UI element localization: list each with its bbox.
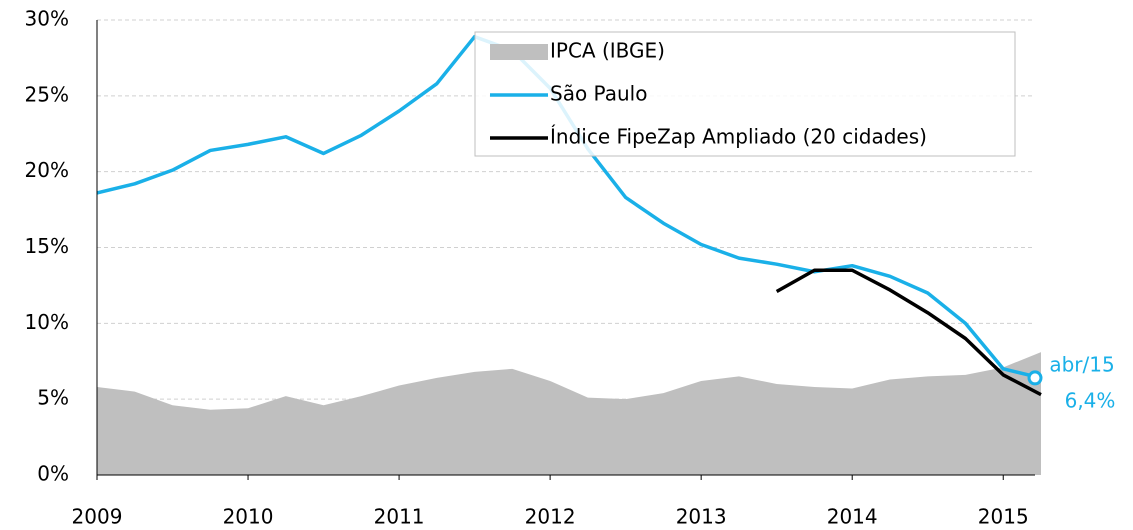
legend-swatch <box>490 44 548 60</box>
annotation: abr/15 <box>1049 353 1114 377</box>
y-tick-label: 10% <box>25 310 69 334</box>
y-tick-label: 20% <box>25 158 69 182</box>
x-tick-label: 2010 <box>223 505 274 529</box>
y-tick-label: 0% <box>37 462 69 486</box>
y-tick-label: 25% <box>25 82 69 106</box>
y-tick-label: 30% <box>25 7 69 31</box>
x-tick-label: 2013 <box>676 505 727 529</box>
x-tick-label: 2011 <box>374 505 425 529</box>
y-tick-label: 5% <box>37 386 69 410</box>
area <box>97 352 1041 475</box>
x-tick-label: 2009 <box>72 505 123 529</box>
x-tick-label: 2015 <box>978 505 1029 529</box>
x-tick-label: 2012 <box>525 505 576 529</box>
legend-label: Índice FipeZap Ampliado (20 cidades) <box>550 125 927 149</box>
x-tick-label: 2014 <box>827 505 878 529</box>
end-marker <box>1027 370 1043 386</box>
legend-label: IPCA (IBGE) <box>550 39 665 63</box>
legend-label: São Paulo <box>550 82 647 106</box>
annotation: 6,4% <box>1065 389 1116 413</box>
legend-box <box>474 31 1016 157</box>
line <box>775 268 1042 397</box>
y-tick-label: 15% <box>25 234 69 258</box>
